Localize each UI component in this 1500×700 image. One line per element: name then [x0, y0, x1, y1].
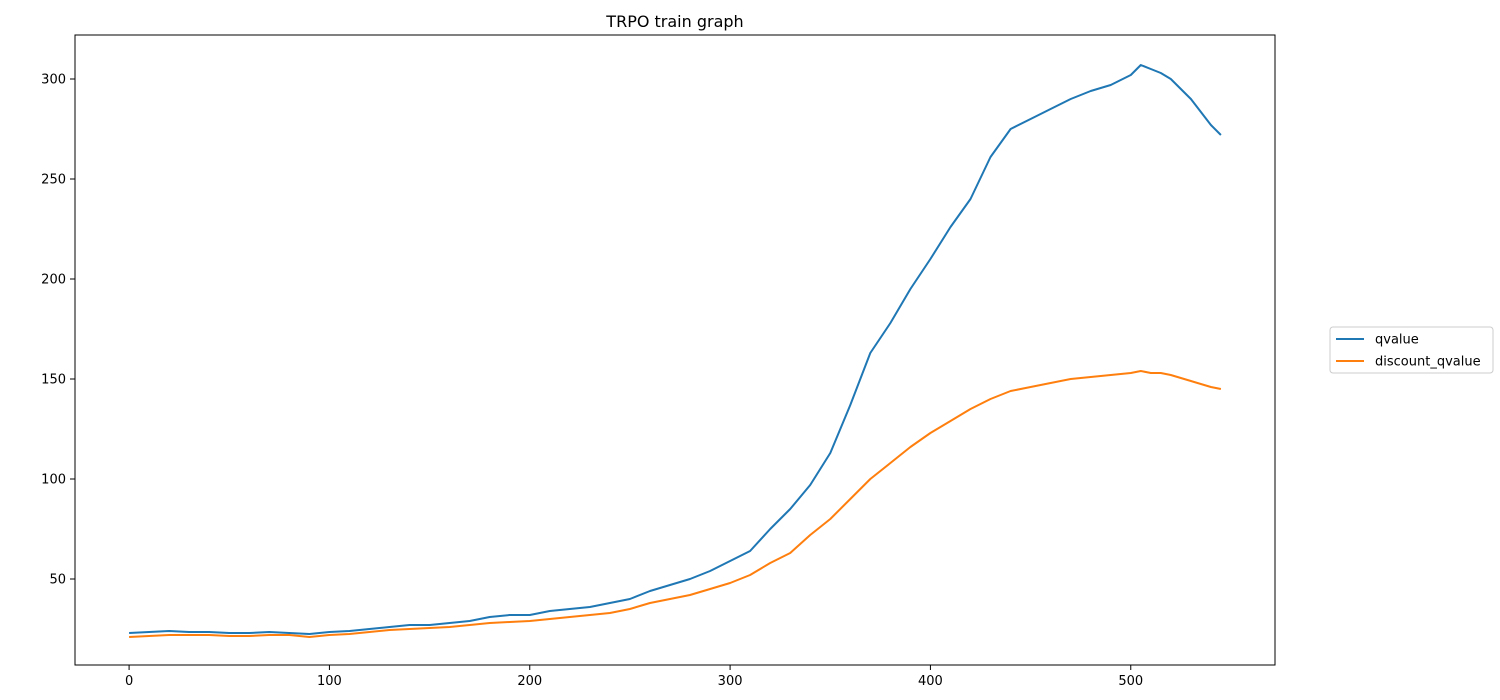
- x-tick-label: 400: [918, 674, 943, 689]
- y-tick-label: 250: [41, 173, 66, 188]
- x-tick-label: 0: [125, 674, 133, 689]
- legend-label-qvalue: qvalue: [1375, 333, 1419, 348]
- y-tick-label: 150: [41, 373, 66, 388]
- x-axis: 0 100 200 300 400 500: [125, 665, 1143, 689]
- series-line-discount_qvalue: [129, 370, 1222, 638]
- plot-frame: [74, 34, 1276, 666]
- x-tick-label: 100: [317, 674, 342, 689]
- x-tick-label: 500: [1118, 674, 1143, 689]
- plot-area: [74, 34, 1276, 666]
- legend: qvalue discount_qvalue: [1329, 326, 1494, 374]
- y-tick-label: 200: [41, 273, 66, 288]
- chart-title: TRPO train graph: [605, 12, 743, 31]
- series-group: [129, 64, 1222, 638]
- series-line-qvalue: [129, 64, 1222, 635]
- y-axis: 50 100 150 200 250 300: [41, 73, 75, 588]
- y-tick-label: 50: [49, 573, 66, 588]
- y-tick-label: 100: [41, 473, 66, 488]
- legend-label-discount_qvalue: discount_qvalue: [1375, 355, 1481, 370]
- legend-box: [1329, 326, 1494, 374]
- x-tick-label: 300: [718, 674, 743, 689]
- y-tick-label: 300: [41, 73, 66, 88]
- x-tick-label: 200: [517, 674, 542, 689]
